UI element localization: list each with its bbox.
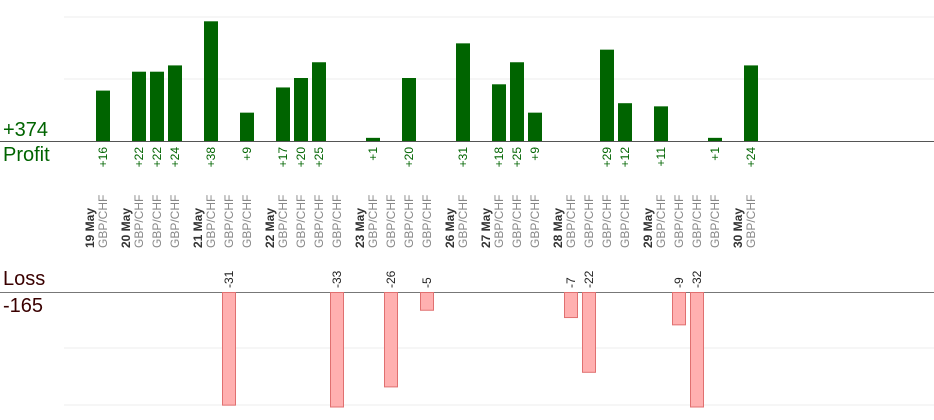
pair-label: GBP/CHF [402,195,416,248]
profit-value-label: +25 [510,147,524,168]
profit-bar [96,90,110,141]
profit-value-label: +17 [276,147,290,168]
loss-bar [582,292,596,373]
loss-value-label: -9 [672,277,686,288]
profit-bar [150,71,164,141]
pair-label: GBP/CHF [150,195,164,248]
date-label: 26 May [443,208,457,248]
pair-label: GBP/CHF [492,195,506,248]
profit-bar [510,62,524,141]
profit-value-label: +1 [366,147,380,161]
pair-label: GBP/CHF [384,195,398,248]
loss-label: Loss [3,268,46,290]
profit-total: +374 [3,119,49,141]
profit-value-label: +12 [618,147,632,168]
loss-value-label: -31 [222,270,236,288]
pair-label: GBP/CHF [420,195,434,248]
loss-bar [564,292,578,319]
profit-bar [276,87,290,141]
pair-label: GBP/CHF [528,195,542,248]
pair-label: GBP/CHF [96,195,110,248]
profit-bar [456,43,470,141]
profit-bar [492,84,506,141]
pair-label: GBP/CHF [654,195,668,248]
profit-bar [744,65,758,141]
profit-value-label: +31 [456,147,470,168]
date-label: 30 May [731,208,745,248]
profit-bar [366,137,380,141]
loss-value-label: -32 [690,270,704,288]
pair-label: GBP/CHF [600,195,614,248]
profit-value-label: +20 [402,147,416,168]
profit-value-label: +16 [96,147,110,168]
profit-bar [654,106,668,141]
pair-label: GBP/CHF [330,195,344,248]
pair-label: GBP/CHF [618,195,632,248]
profit-bar [708,137,722,141]
date-label: 21 May [191,208,205,248]
loss-bar [222,292,236,406]
date-label: 28 May [551,208,565,248]
profit-bar [402,78,416,141]
profit-bar [294,78,308,141]
loss-bar [384,292,398,388]
profit-value-label: +38 [204,147,218,168]
profit-bar [168,65,182,141]
profit-value-label: +22 [150,147,164,168]
pair-label: GBP/CHF [564,195,578,248]
pair-label: GBP/CHF [276,195,290,248]
pair-label: GBP/CHF [240,195,254,248]
pair-label: GBP/CHF [744,195,758,248]
profit-bar [600,49,614,141]
pair-label: GBP/CHF [204,195,218,248]
loss-value-label: -7 [564,277,578,288]
profit-value-label: +18 [492,147,506,168]
loss-bar [672,292,686,326]
profit-value-label: +11 [654,147,668,167]
profit-bar [618,103,632,141]
profit-value-label: +25 [312,147,326,168]
pair-label: GBP/CHF [132,195,146,248]
profit-label: Profit [3,144,50,166]
pair-label: GBP/CHF [456,195,470,248]
loss-value-label: -26 [384,270,398,288]
profit-bar [240,112,254,141]
pair-label: GBP/CHF [366,195,380,248]
pair-label: GBP/CHF [510,195,524,248]
loss-total: -165 [3,295,44,317]
profit-value-label: +9 [528,147,542,161]
loss-bar [420,292,434,311]
loss-value-label: -22 [582,270,596,288]
profit-bar [204,21,218,141]
date-label: 20 May [119,208,133,248]
pair-label: GBP/CHF [222,195,236,248]
profit-value-label: +9 [240,147,254,161]
date-label: 22 May [263,208,277,248]
loss-bar [330,292,344,408]
profit-value-label: +29 [600,147,614,168]
date-label: 29 May [641,208,655,248]
pair-label: GBP/CHF [168,195,182,248]
profit-bar [528,112,542,141]
pair-label: GBP/CHF [582,195,596,248]
date-label: 23 May [353,208,367,248]
profit-value-label: +22 [132,147,146,168]
loss-bar [690,292,704,408]
pair-label: GBP/CHF [708,195,722,248]
profit-value-label: +24 [168,147,182,168]
pair-label: GBP/CHF [690,195,704,248]
profit-bar [132,71,146,141]
date-label: 19 May [83,208,97,248]
loss-value-label: -33 [330,270,344,288]
pair-label: GBP/CHF [672,195,686,248]
loss-value-label: -5 [420,277,434,288]
pair-label: GBP/CHF [312,195,326,248]
pair-label: GBP/CHF [294,195,308,248]
profit-value-label: +1 [708,147,722,161]
profit-value-label: +24 [744,147,758,168]
profit-bar [312,62,326,141]
profit-value-label: +20 [294,147,308,168]
date-label: 27 May [479,208,493,248]
